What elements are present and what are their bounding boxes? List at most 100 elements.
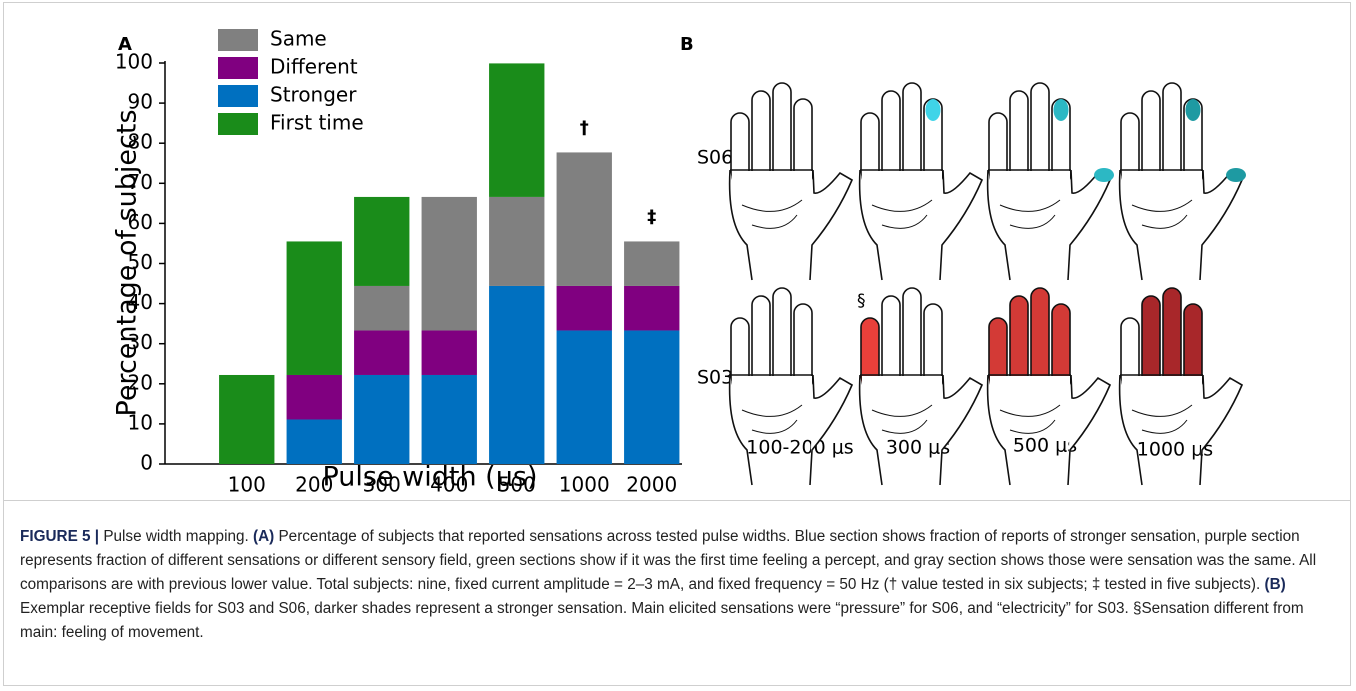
bar-segment <box>556 285 612 331</box>
hand <box>858 287 984 486</box>
fingertip <box>1053 99 1069 121</box>
legend-swatch <box>218 29 258 51</box>
figure-frame <box>3 2 1351 686</box>
bar-segment <box>354 285 410 331</box>
panel-label: B <box>680 34 694 55</box>
caption: FIGURE 5 | Pulse width mapping. (A) Perc… <box>20 525 1338 645</box>
y-tick-label: 90 <box>128 90 153 114</box>
palm-line <box>871 404 933 434</box>
palm <box>728 374 854 486</box>
y-tick-label: 30 <box>128 330 153 354</box>
palm-line <box>1131 199 1193 229</box>
palm-fill <box>862 171 942 191</box>
note-mark: § <box>857 291 866 311</box>
bar-segment <box>489 285 545 464</box>
bar-segment <box>354 330 410 375</box>
caption-text: Percentage of subjects that reported sen… <box>20 528 1317 593</box>
palm-line <box>999 199 1061 229</box>
panel-ref: (A) <box>252 528 275 545</box>
palm-fill <box>1122 376 1202 396</box>
legend-label: Same <box>270 27 327 51</box>
finger <box>1009 295 1029 391</box>
column-label: 300 μs <box>886 437 950 459</box>
hand <box>1118 82 1246 281</box>
bar-segment <box>219 374 275 464</box>
y-tick-label: 0 <box>140 451 153 475</box>
caption-title: Pulse width mapping. <box>103 528 249 545</box>
hand <box>986 287 1112 486</box>
palm-fill <box>1122 171 1202 191</box>
palm <box>858 374 984 486</box>
palm-fill <box>990 171 1070 191</box>
column-label: 1000 μs <box>1137 439 1213 461</box>
palm <box>986 374 1112 486</box>
palm-line <box>999 404 1061 434</box>
y-tick-label: 50 <box>128 250 153 274</box>
legend-swatch <box>218 85 258 107</box>
annotation: ‡ <box>647 206 656 227</box>
thumb-tip <box>1226 168 1246 182</box>
bar-segment <box>624 285 680 331</box>
palm-fill <box>990 376 1070 396</box>
y-tick-label: 40 <box>128 290 153 314</box>
finger <box>751 90 771 186</box>
y-tick-label: 10 <box>128 410 153 434</box>
hand <box>1118 287 1244 486</box>
hand <box>858 82 984 281</box>
thumb-tip <box>1094 168 1114 182</box>
finger <box>881 295 901 391</box>
annotation: † <box>580 117 589 138</box>
hand <box>728 287 854 486</box>
x-tick-label: 100 <box>228 473 266 497</box>
separator <box>3 500 1351 501</box>
bar-segment <box>286 241 342 375</box>
figure-label: FIGURE 5 | <box>20 528 100 545</box>
palm <box>1118 374 1244 486</box>
y-tick-label: 70 <box>128 170 153 194</box>
palm-fill <box>732 171 812 191</box>
x-axis-label: Pulse width (μs) <box>323 462 538 493</box>
bar-segment <box>421 374 477 464</box>
bar-segment <box>624 330 680 464</box>
bar-segment <box>556 152 612 286</box>
y-tick-label: 80 <box>128 130 153 154</box>
palm-line <box>1131 404 1193 434</box>
finger <box>751 295 771 391</box>
panel-ref: (B) <box>1264 576 1286 593</box>
fingertip <box>1185 99 1201 121</box>
bar-segment <box>489 63 545 197</box>
bar-segment <box>286 419 342 464</box>
caption-text: Exemplar receptive fields for S03 and S0… <box>20 600 1304 641</box>
bar-segment <box>354 374 410 464</box>
y-tick-label: 60 <box>128 210 153 234</box>
legend-swatch <box>218 57 258 79</box>
fingertip <box>925 99 941 121</box>
panel-label: A <box>118 34 132 55</box>
palm-fill <box>862 376 942 396</box>
palm-fill <box>732 376 812 396</box>
hand <box>728 82 854 281</box>
row-label: S03 <box>697 367 733 389</box>
y-axis-label: Percentage of subjects <box>112 109 143 416</box>
legend-label: First time <box>270 111 364 135</box>
legend-label: Different <box>270 55 358 79</box>
palm-line <box>871 199 933 229</box>
palm-line <box>741 199 803 229</box>
hand <box>986 82 1114 281</box>
column-label: 500 μs <box>1013 435 1077 457</box>
finger <box>1141 295 1161 391</box>
x-tick-label: 2000 <box>626 473 677 497</box>
finger <box>881 90 901 186</box>
y-tick-label: 100 <box>115 50 153 74</box>
palm <box>858 169 984 281</box>
column-label: 100-200 μs <box>746 437 853 459</box>
bar-segment <box>556 330 612 464</box>
x-tick-label: 1000 <box>559 473 610 497</box>
bar-segment <box>624 241 680 286</box>
legend-label: Stronger <box>270 83 357 107</box>
row-label: S06 <box>697 147 733 169</box>
finger <box>1141 90 1161 186</box>
bar-segment <box>354 196 410 286</box>
x-tick-label: 300 <box>363 473 401 497</box>
